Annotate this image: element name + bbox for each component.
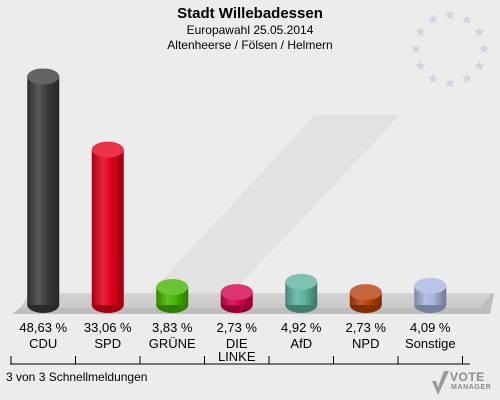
chart-subtitle-location: Altenheerse / Fölsen / Helmern (167, 38, 333, 52)
value-label: 4,09 % (410, 320, 451, 335)
chart-subtitle: Europawahl 25.05.2014 (186, 23, 314, 37)
bar-die-linke (220, 284, 253, 313)
bar-spd (91, 141, 124, 313)
star-icon (427, 14, 439, 24)
value-label: 3,83 % (152, 320, 193, 335)
bars (27, 68, 447, 313)
logo-subtext: MANAGER (451, 384, 492, 391)
logo-text: VOTE (450, 370, 485, 384)
star-icon (410, 43, 422, 54)
value-label: 33,06 % (83, 320, 132, 335)
value-label: 4,92 % (281, 320, 322, 335)
category-label: AfD (290, 336, 313, 351)
star-icon (478, 43, 490, 54)
bar-afd (285, 273, 318, 313)
value-label: 48,63 % (19, 320, 68, 335)
star-icon (427, 72, 439, 83)
value-label: 2,73 % (216, 320, 257, 335)
star-icon (415, 26, 426, 37)
checkmark-icon (432, 371, 449, 395)
footer-status: 3 von 3 Schnellmeldungen (6, 370, 148, 384)
star-icon (474, 26, 485, 37)
star-icon (444, 9, 456, 20)
category-label: Sonstige (404, 336, 456, 351)
category-label: DIE LINKE (217, 336, 256, 364)
eu-stars-icon (410, 9, 490, 88)
star-icon (461, 72, 473, 83)
backdrop-shadow (150, 115, 400, 293)
category-label: SPD (94, 336, 122, 351)
value-label: 2,73 % (345, 320, 386, 335)
bar-cdu (27, 68, 60, 313)
chart-title: Stadt Willebadessen (177, 5, 323, 22)
bar-sonstige (414, 277, 447, 313)
vote-manager-logo: VOTE MANAGER (430, 368, 498, 398)
category-separators (10, 356, 463, 364)
category-label: GRÜNE (148, 336, 196, 351)
category-label: NPD (352, 336, 380, 351)
category-label: CDU (29, 336, 58, 351)
star-icon (474, 60, 485, 71)
star-icon (444, 77, 456, 88)
bar-grüne (156, 278, 189, 313)
bar-npd (349, 284, 382, 313)
star-icon (415, 60, 426, 71)
star-icon (461, 14, 473, 24)
